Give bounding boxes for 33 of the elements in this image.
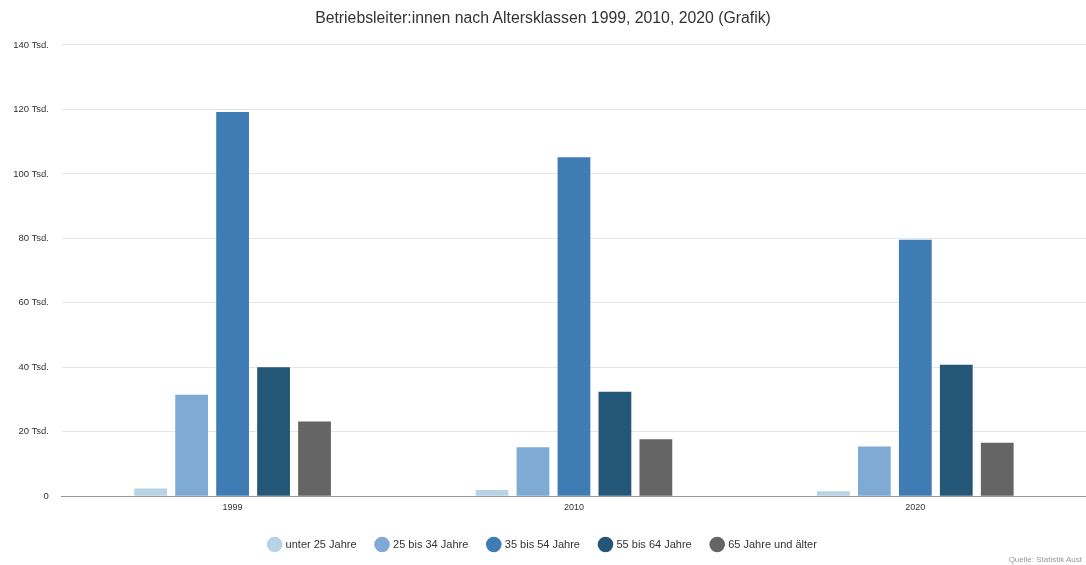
bar [216,112,249,496]
legend-label: 55 bis 64 Jahre [616,537,692,550]
y-tick-label: 0 [43,489,49,501]
bar [257,367,290,496]
bar [598,391,632,496]
x-tick-label: 2010 [563,502,584,513]
bar [298,421,331,496]
legend-label: 35 bis 54 Jahre [504,537,580,550]
legend-label: 25 bis 34 Jahre [393,537,469,550]
bar [516,447,550,496]
legend-label: 65 Jahre und älter [728,537,818,550]
bar [857,446,891,496]
legend-label: unter 25 Jahre [285,537,357,550]
x-tick-label: 1999 [222,502,243,513]
bar [817,491,850,496]
chart-title: Betriebsleiter:innen nach Altersklassen 1999, 2010, 2020 (Grafik) [315,8,771,26]
bar [134,488,168,496]
x-tick-label: 2020 [905,502,926,513]
y-tick-label: 140 Tsd. [13,38,49,50]
bar [980,442,1014,496]
y-tick-label: 120 Tsd. [13,103,49,115]
bar [898,239,932,496]
y-tick-label: 40 Tsd. [18,360,49,372]
bar [939,364,973,496]
bar [557,157,591,496]
bar [175,394,209,496]
y-tick-label: 80 Tsd. [18,231,49,243]
source-note: Quelle: Statistik Aust [1008,555,1083,565]
y-tick-label: 20 Tsd. [18,425,49,437]
bar [475,490,509,496]
y-tick-label: 100 Tsd. [13,167,49,179]
y-tick-label: 60 Tsd. [18,296,49,308]
bar [639,439,673,496]
